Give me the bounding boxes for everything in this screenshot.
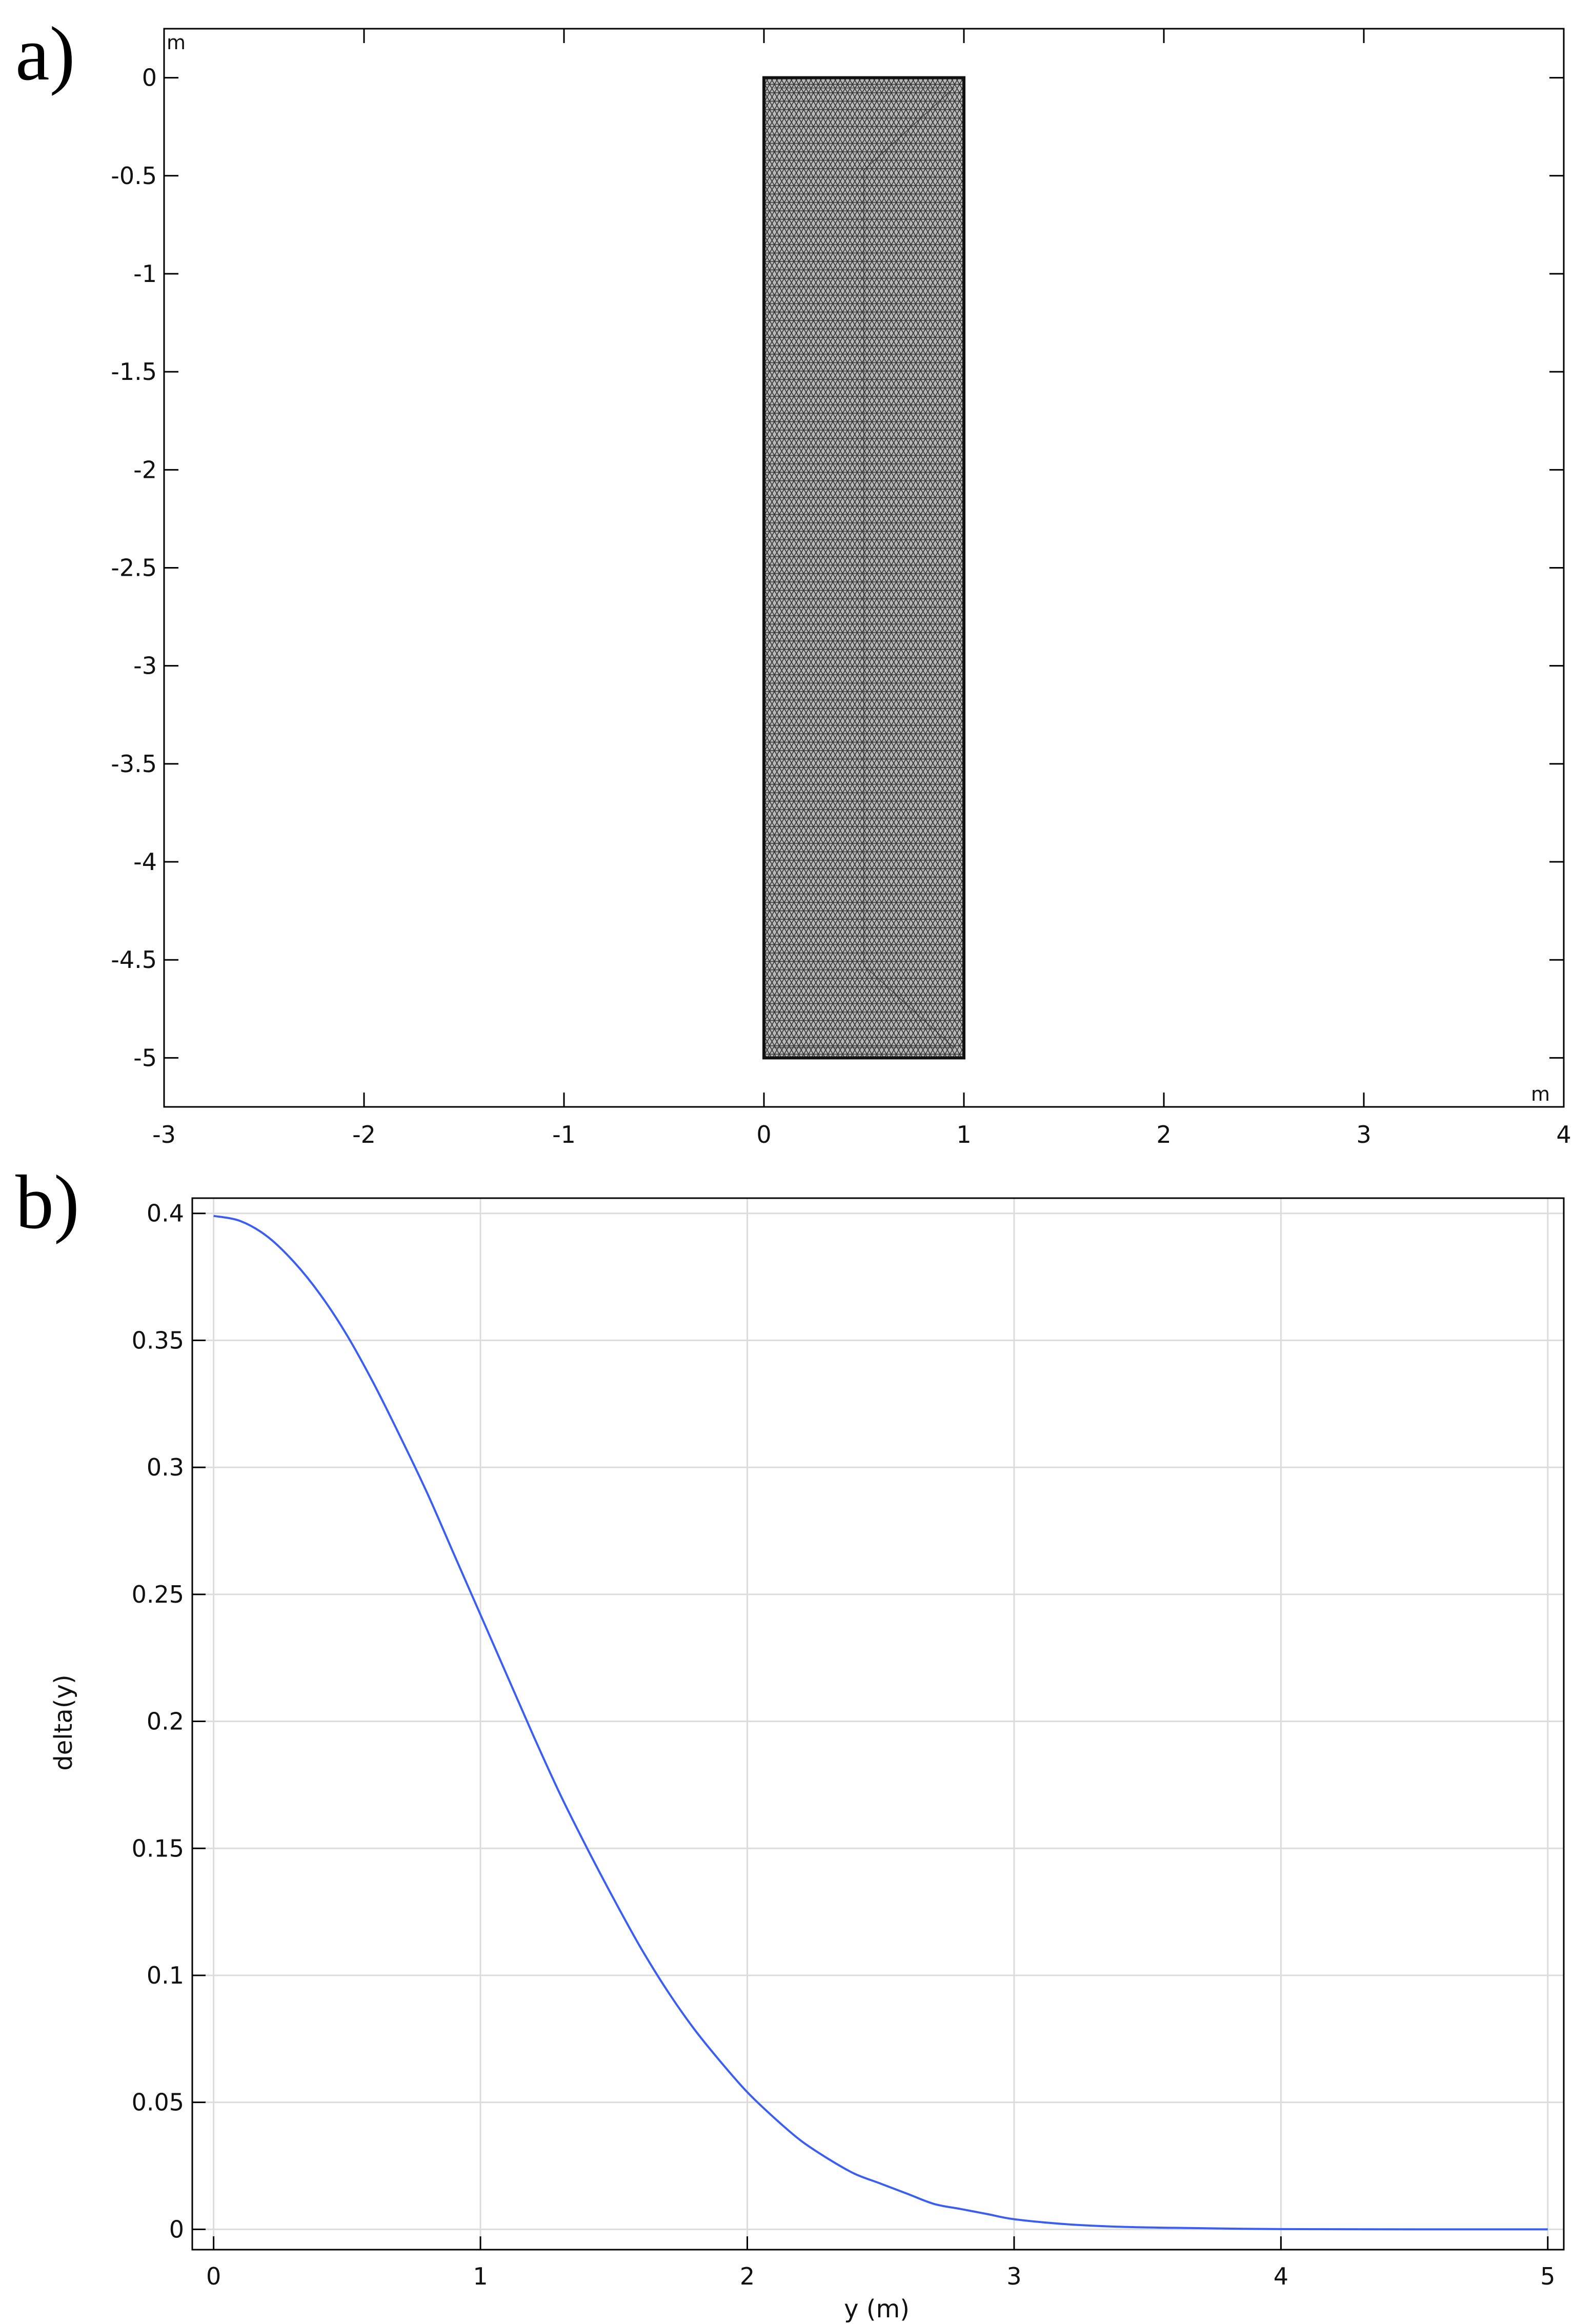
y-tick-label: 0.4 [147, 1200, 184, 1227]
x-tick-label: 0 [206, 2262, 221, 2290]
y-tick-label: -1 [133, 260, 157, 288]
y-tick-label: 0.25 [132, 1581, 184, 1608]
y-tick-label: 0.1 [147, 1962, 184, 1989]
y-tick-label: -2 [133, 456, 157, 483]
y-tick-label: -4.5 [111, 946, 157, 974]
y-tick-label: 0.3 [147, 1453, 184, 1481]
y-tick-label: -3.5 [111, 750, 157, 778]
y-tick-label: -3 [133, 652, 157, 680]
x-tick-label: -2 [352, 1121, 376, 1148]
x-tick-label: 4 [1274, 2262, 1288, 2290]
panel-a-label: a) [15, 11, 75, 96]
x-tick-label: 0 [756, 1121, 771, 1148]
y-tick-label: 0.05 [132, 2089, 184, 2116]
panel-a-mesh-plot: a) m m -3 -2 -1 0 1 2 3 4 0 -0.5 -1 -1.5 -2 -2.5 -3 -3… [15, 11, 1571, 1148]
mesh-boundary [762, 76, 965, 1060]
x-tick-label: 3 [1006, 2262, 1021, 2290]
y-tick-label: 0 [169, 2215, 184, 2243]
y-axis-title: delta(y) [49, 1674, 78, 1770]
panel-b-frame [191, 1197, 1565, 2251]
x-tick-label: 3 [1356, 1121, 1371, 1148]
y-tick-label: 0.35 [132, 1326, 184, 1354]
x-tick-label: 2 [1156, 1121, 1171, 1148]
panel-b-grid [192, 1198, 1564, 2250]
y-tick-label: -0.5 [111, 162, 157, 190]
x-tick-label: -1 [552, 1121, 576, 1148]
y-tick-label: -1.5 [111, 358, 157, 386]
x-tick-label: 5 [1540, 2262, 1555, 2290]
y-tick-label: -5 [133, 1044, 157, 1072]
y-tick-label: 0.15 [132, 1834, 184, 1862]
y-tick-label: 0.2 [147, 1708, 184, 1735]
panel-a-unit-x: m [1531, 1083, 1550, 1105]
x-tick-label: 2 [740, 2262, 755, 2290]
y-tick-label: 0 [142, 64, 157, 92]
y-tick-label: -4 [133, 848, 157, 876]
mesh-structure-bottom [774, 965, 956, 1048]
y-tick-label: -2.5 [111, 554, 157, 582]
panel-a-unit-y: m [167, 31, 186, 54]
x-tick-label: 4 [1556, 1121, 1571, 1148]
x-tick-label: -3 [152, 1121, 176, 1148]
x-axis-title: y (m) [844, 2295, 910, 2323]
x-tick-label: 1 [473, 2262, 488, 2290]
x-tick-label: 1 [956, 1121, 971, 1148]
series-line-delta [213, 1215, 1548, 2231]
mesh-structure-top [774, 87, 956, 171]
panel-b-label: b) [15, 1160, 79, 1245]
